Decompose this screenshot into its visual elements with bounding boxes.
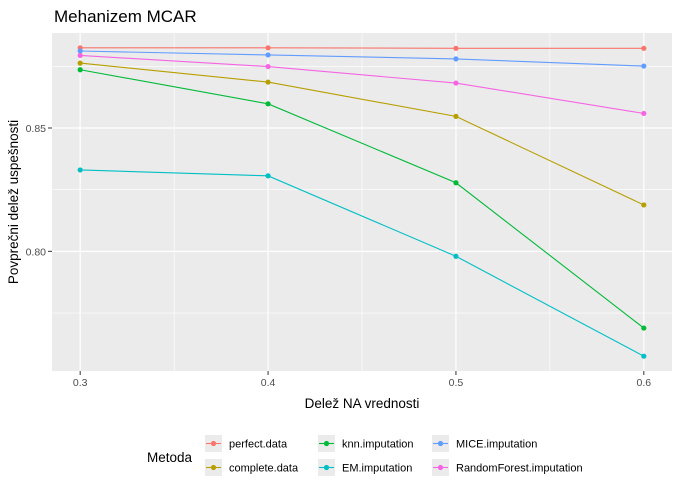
- data-point-perfect-data: [265, 45, 271, 51]
- data-point-em-imputation: [265, 173, 271, 179]
- data-point-complete-data: [453, 113, 459, 119]
- series-line-randomforest-imputation: [80, 54, 644, 114]
- legend-key-point: [437, 464, 444, 471]
- x-tick-label: 0.6: [637, 377, 652, 389]
- x-tick-label: 0.4: [261, 377, 276, 389]
- series-complete-data: [77, 60, 647, 208]
- data-point-em-imputation: [77, 167, 83, 173]
- data-point-mice-imputation: [453, 56, 459, 62]
- data-point-em-imputation: [641, 353, 647, 359]
- legend-title: Metoda: [147, 450, 193, 465]
- data-point-mice-imputation: [77, 48, 83, 54]
- series-line-knn-imputation: [80, 69, 645, 329]
- data-point-mice-imputation: [641, 63, 647, 69]
- series-randomforest-imputation: [77, 52, 647, 117]
- data-point-complete-data: [641, 202, 647, 208]
- legend-key-point: [323, 464, 330, 471]
- legend-label: RandomForest.imputation: [456, 463, 583, 475]
- data-point-randomforest-imputation: [77, 52, 83, 59]
- legend-label: complete.data: [229, 463, 299, 475]
- series-line-em-imputation: [80, 169, 645, 357]
- legend-key-point: [323, 440, 330, 447]
- series-knn-imputation: [77, 67, 647, 331]
- data-point-knn-imputation: [641, 325, 647, 331]
- series-line-mice-imputation: [80, 50, 644, 67]
- data-point-knn-imputation: [453, 180, 459, 186]
- data-point-perfect-data: [641, 45, 647, 51]
- legend-item-complete-data: complete.data: [205, 459, 299, 476]
- legend-item-perfect-data: perfect.data: [205, 435, 288, 452]
- legend-key-point: [437, 440, 444, 447]
- x-tick-label: 0.3: [73, 377, 88, 389]
- legend-key-point: [210, 464, 217, 471]
- legend-item-knn-imputation: knn.imputation: [318, 435, 414, 452]
- series-em-imputation: [77, 167, 647, 359]
- data-point-knn-imputation: [77, 67, 83, 73]
- legend-item-em-imputation: EM.imputation: [318, 459, 412, 476]
- data-point-mice-imputation: [265, 52, 271, 58]
- data-point-randomforest-imputation: [265, 63, 271, 70]
- legend-label: knn.imputation: [342, 439, 414, 451]
- y-axis-ticks: 0.80 0.85: [26, 123, 52, 258]
- grid-lines: [52, 33, 672, 371]
- legend: Metoda perfect.data complete.data knn.impu…: [147, 435, 583, 476]
- y-tick-label: 0.85: [26, 123, 47, 135]
- data-point-complete-data: [77, 60, 83, 66]
- data-point-complete-data: [265, 79, 271, 85]
- y-tick-label: 0.80: [26, 246, 47, 258]
- y-axis-title: Povprečni delež uspešnosti: [6, 120, 21, 284]
- x-tick-label: 0.5: [449, 377, 464, 389]
- legend-label: perfect.data: [229, 439, 288, 451]
- legend-key-point: [210, 440, 217, 447]
- data-point-knn-imputation: [265, 101, 271, 107]
- legend-label: MICE.imputation: [456, 439, 537, 451]
- series-mice-imputation: [77, 48, 647, 69]
- legend-item-randomforest-imputation: RandomForest.imputation: [432, 459, 583, 476]
- x-axis-ticks: 0.3 0.4 0.5 0.6: [73, 371, 651, 389]
- series-line-complete-data: [80, 62, 645, 206]
- data-point-randomforest-imputation: [453, 80, 459, 86]
- data-point-em-imputation: [453, 253, 459, 259]
- legend-item-mice-imputation: MICE.imputation: [432, 435, 537, 452]
- data-point-randomforest-imputation: [641, 110, 647, 117]
- legend-label: EM.imputation: [342, 463, 412, 475]
- chart-title: Mehanizem MCAR: [54, 7, 197, 26]
- series-group: [77, 45, 647, 359]
- data-point-perfect-data: [453, 45, 459, 51]
- x-axis-title: Delež NA vrednosti: [305, 396, 420, 411]
